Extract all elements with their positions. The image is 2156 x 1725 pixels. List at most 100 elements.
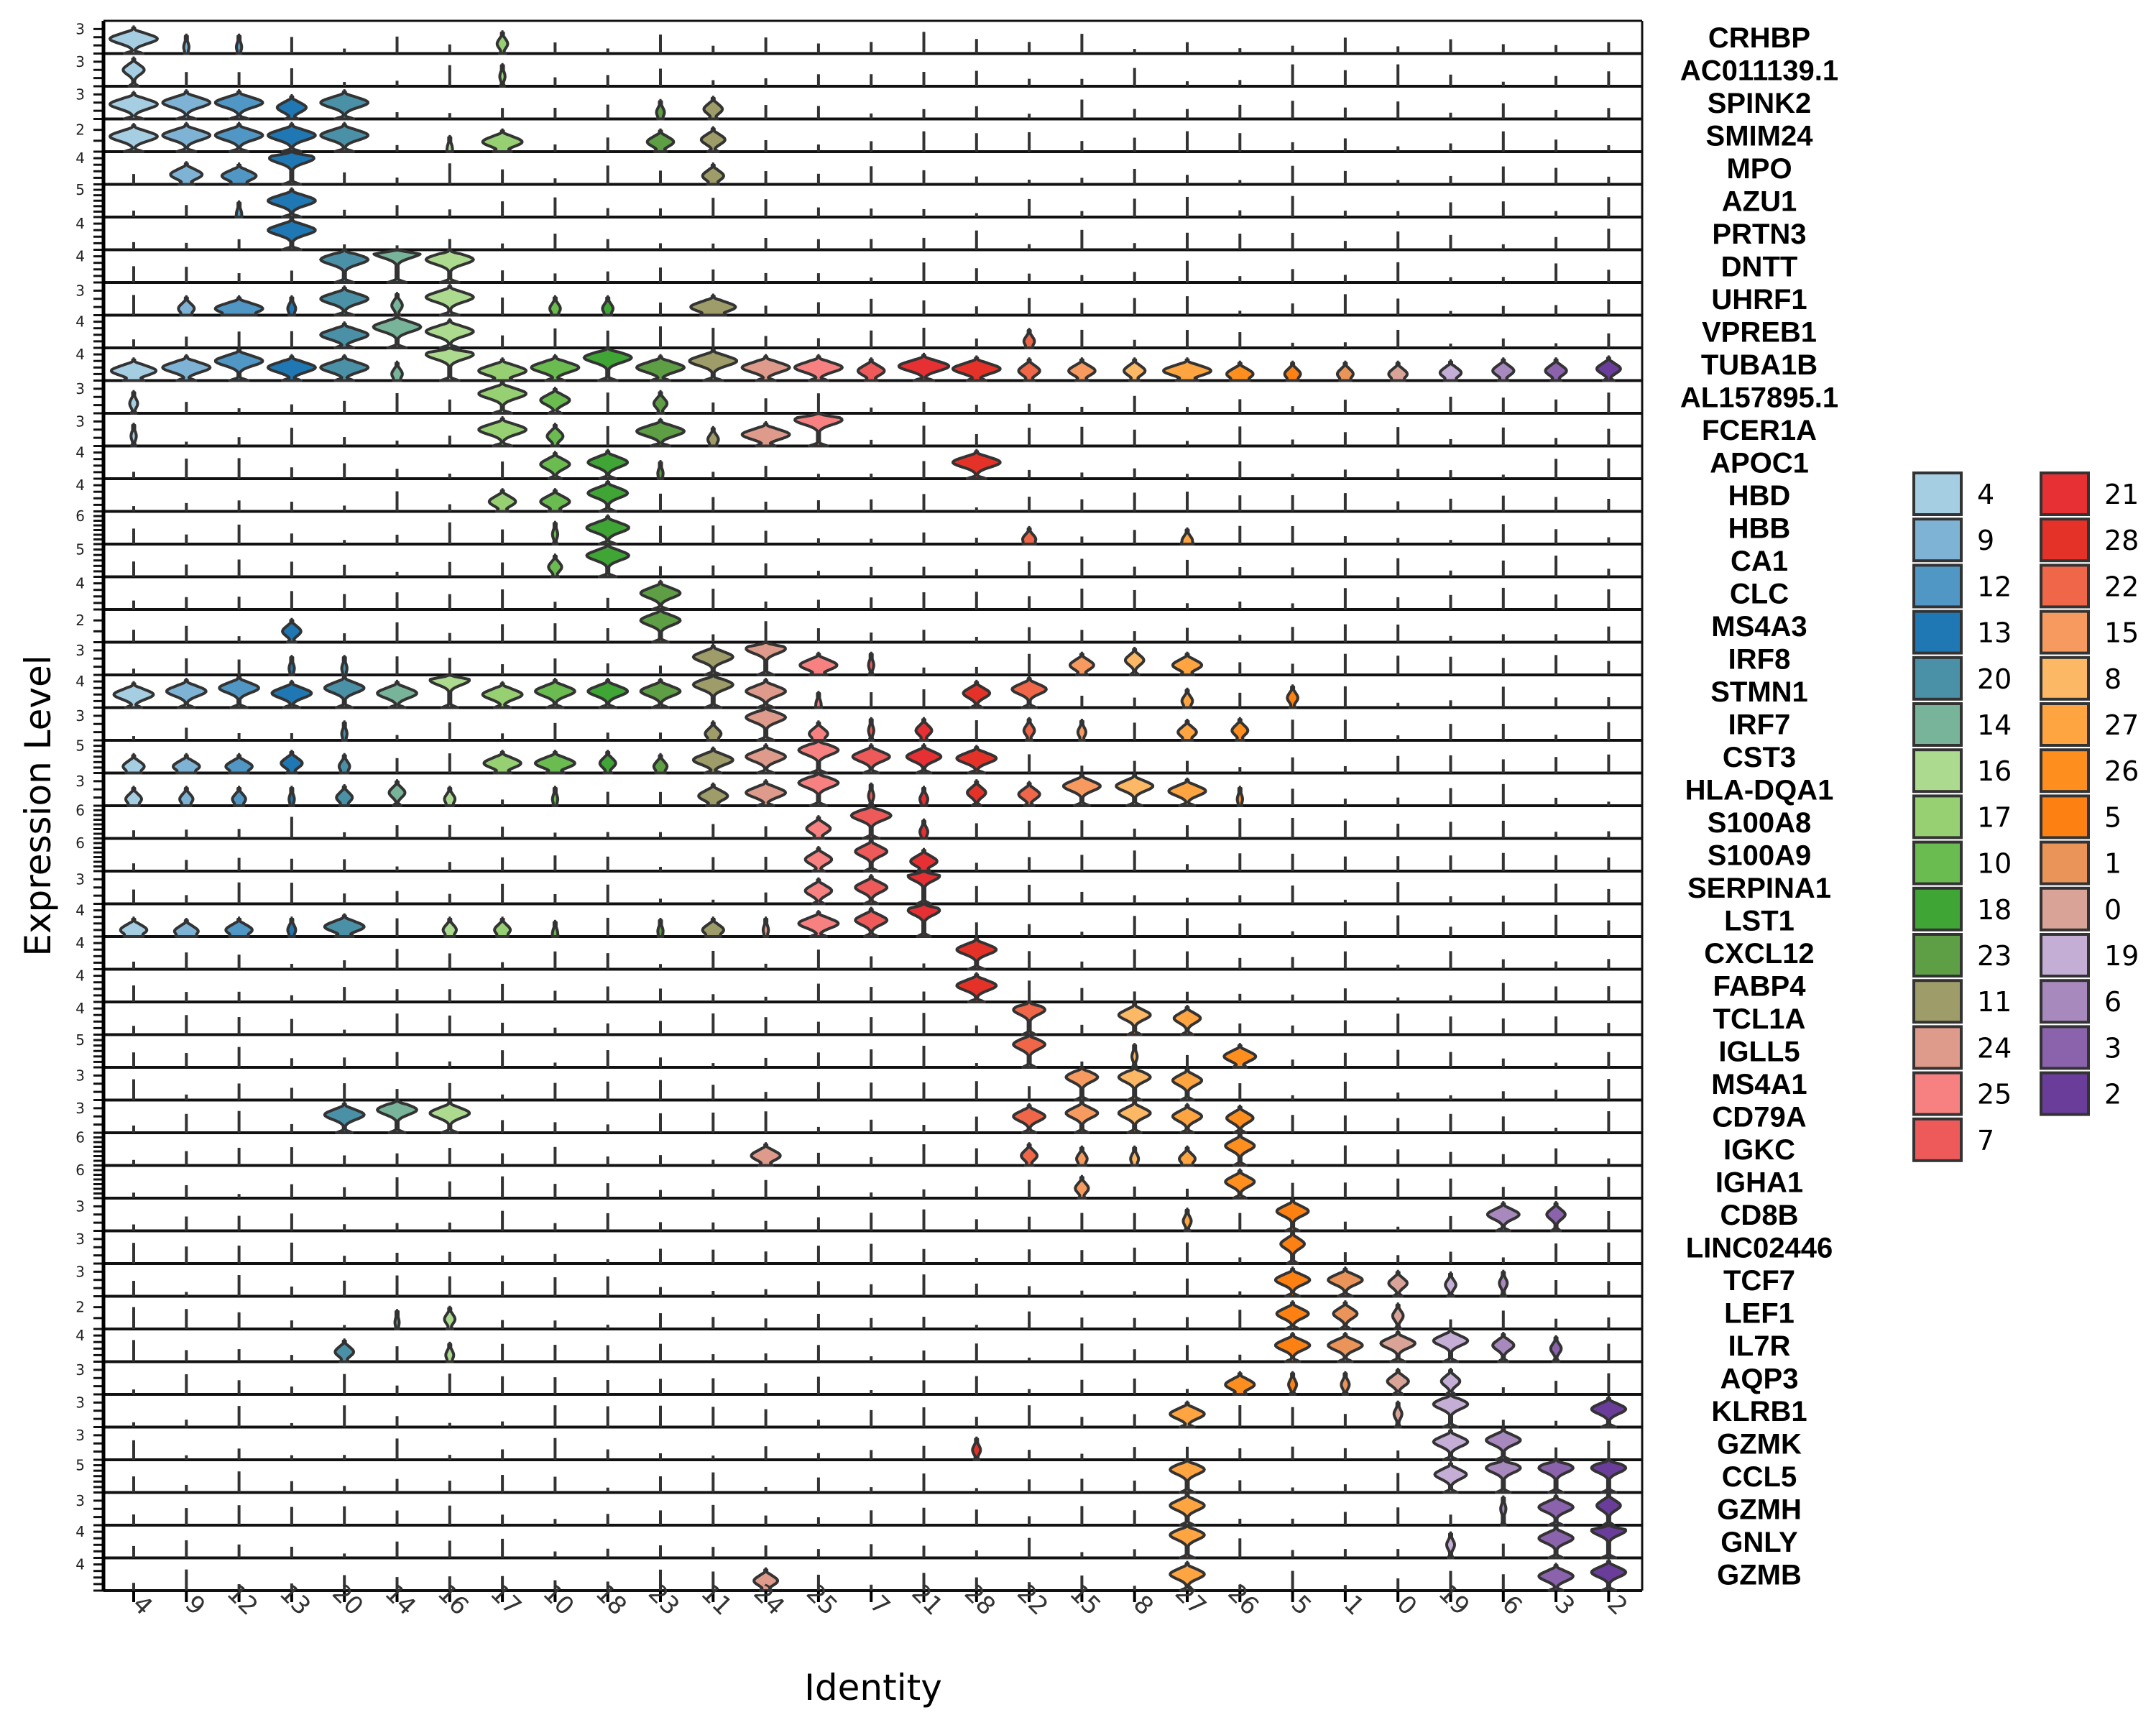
violin-26 <box>1224 1133 1256 1167</box>
gene-label: APOC1 <box>1710 447 1809 479</box>
violin-25 <box>805 816 832 840</box>
legend-label: 3 <box>2104 1032 2122 1064</box>
gene-label: TCL1A <box>1713 1003 1806 1035</box>
gene-row: 4 IL7R <box>75 1327 1790 1363</box>
violin-1 <box>1335 362 1355 382</box>
legend-label: 21 <box>2104 479 2139 510</box>
violin-rows: 3 CRHBP 3 AC011139.1 3 SPINK2 2 SMIM24 4 MPO 5 AZU1… <box>75 19 1838 1592</box>
y-tick-label: 4 <box>75 1327 85 1344</box>
violin-6 <box>1485 1458 1522 1494</box>
violin-9 <box>169 162 204 186</box>
legend-swatch <box>1912 840 1963 886</box>
violin-0 <box>1392 1402 1404 1429</box>
violin-18 <box>586 450 629 480</box>
violin-17 <box>477 358 528 382</box>
x-tick-label: 5 <box>1286 1590 1317 1622</box>
legend-item-1: 1 <box>2040 840 2122 886</box>
violin-24 <box>740 422 791 448</box>
gene-label: IGHA1 <box>1715 1167 1803 1198</box>
y-tick-label: 5 <box>75 541 85 558</box>
violin-8 <box>1117 1066 1152 1102</box>
gene-row: 3 UHRF1 <box>75 282 1807 317</box>
gene-label: CCL5 <box>1722 1461 1797 1493</box>
y-tick-label: 4 <box>75 444 85 461</box>
violin-23 <box>652 391 669 415</box>
legend-swatch <box>1912 702 1963 747</box>
violin-23 <box>656 919 665 938</box>
violin-27 <box>1172 1006 1202 1036</box>
violin-11 <box>699 127 727 153</box>
y-tick-label: 4 <box>75 215 85 232</box>
gene-row: 4 LST1 <box>75 902 1795 938</box>
violin-14 <box>372 314 423 349</box>
gene-row: 4 VPREB1 <box>75 313 1817 349</box>
legend-swatch <box>1912 748 1963 794</box>
violin-12 <box>213 296 264 317</box>
gene-row: 5 IGLL5 <box>75 1031 1800 1069</box>
violin-3 <box>1537 1526 1575 1560</box>
legend-label: 8 <box>2104 663 2122 695</box>
violin-15 <box>1075 1146 1089 1167</box>
violin-12 <box>231 786 247 807</box>
legend-item-24: 24 <box>1912 1025 2012 1070</box>
legend-swatch <box>1912 1071 1963 1116</box>
violin-0 <box>1386 1368 1410 1396</box>
legend-label: 27 <box>2104 709 2139 741</box>
violin-7 <box>849 804 893 840</box>
violin-2 <box>1590 1397 1628 1429</box>
violin-13 <box>287 656 296 676</box>
violin-10 <box>550 522 560 546</box>
violin-20 <box>323 1103 366 1134</box>
violin-23 <box>652 754 669 775</box>
violin-16 <box>443 1307 457 1330</box>
violin-7 <box>854 875 889 906</box>
gene-row: 3 SPINK2 <box>75 86 1811 121</box>
legend-item-19: 19 <box>2040 933 2139 978</box>
y-tick-label: 5 <box>75 181 85 198</box>
violin-19 <box>1433 1462 1468 1494</box>
violin-17 <box>487 489 517 513</box>
violin-22 <box>1012 1104 1046 1134</box>
violin-1 <box>1332 1301 1359 1330</box>
violin-5 <box>1275 1301 1310 1330</box>
violin-2 <box>1590 1524 1628 1560</box>
violin-3 <box>1537 1495 1575 1527</box>
x-tick-label: 0 <box>1391 1590 1423 1622</box>
legend-swatch <box>2040 979 2090 1024</box>
legend-label: 13 <box>1977 617 2012 649</box>
violin-3 <box>1537 1458 1575 1494</box>
violin-16 <box>424 285 475 317</box>
legend-item-20: 20 <box>1912 656 2012 701</box>
legend-label: 26 <box>2104 755 2139 787</box>
x-tick-label: 1 <box>1338 1590 1370 1622</box>
violin-14 <box>390 362 404 382</box>
y-tick-label: 3 <box>75 707 85 724</box>
violin-9 <box>177 296 196 317</box>
gene-row: 6 S100A9 <box>75 834 1811 873</box>
violin-25 <box>803 878 834 906</box>
legend-label: 5 <box>2104 801 2122 833</box>
legend-swatch <box>2040 472 2090 516</box>
violin-1 <box>1327 1267 1364 1298</box>
gene-label: AQP3 <box>1720 1363 1799 1394</box>
gene-row: 3 AC011139.1 <box>75 53 1838 88</box>
x-tick-label: 22 <box>1011 1578 1054 1621</box>
x-tick-label: 20 <box>326 1578 369 1621</box>
legend-label: 12 <box>1977 571 2012 602</box>
gene-label: IRF8 <box>1728 643 1791 675</box>
violin-15 <box>1064 1066 1100 1102</box>
violin-20 <box>340 721 349 742</box>
violin-10 <box>534 678 576 709</box>
violin-22 <box>1012 1000 1046 1036</box>
violin-24 <box>752 1568 779 1592</box>
legend-swatch <box>2040 1071 2090 1116</box>
violin-25 <box>803 847 834 873</box>
violin-19 <box>1444 1272 1457 1298</box>
legend-item-2: 2 <box>2040 1071 2122 1116</box>
violin-21 <box>906 870 941 906</box>
violin-20 <box>333 1339 355 1363</box>
violin-20 <box>319 322 370 349</box>
gene-row: 4 STMN1 <box>75 673 1808 709</box>
violin-12 <box>213 90 264 121</box>
legend-label: 24 <box>1977 1032 2012 1064</box>
